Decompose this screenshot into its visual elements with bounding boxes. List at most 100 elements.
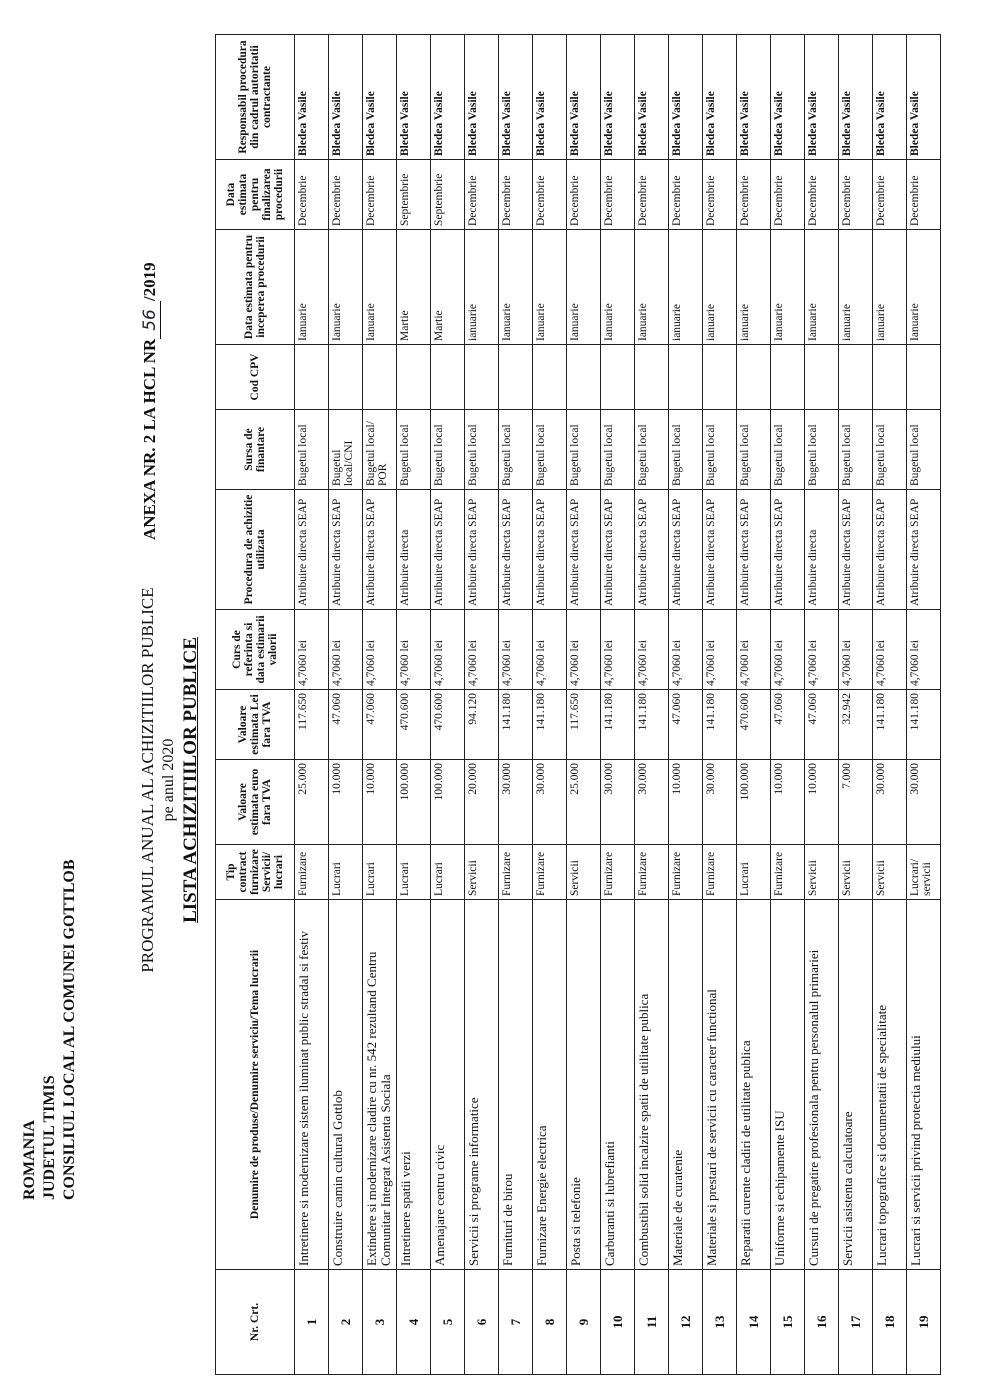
cell-empty <box>872 344 907 410</box>
cell-type: Lucrari <box>396 844 431 900</box>
cell-start: Ianuarie <box>600 229 635 345</box>
cell-rate: 4,7060 lei <box>566 609 601 690</box>
cell-end: Septembrie <box>396 159 431 230</box>
cell-start: Ianuarie <box>804 229 839 345</box>
cell-source: Bugetul local <box>396 409 431 490</box>
cell-type: Servicii <box>872 844 907 900</box>
cell-name: Materiale de curatenie <box>668 899 703 1270</box>
subtitle: pe anul 2020 <box>160 738 177 822</box>
cell-start: ianuarie <box>872 229 907 345</box>
cell-nr: 2 <box>328 1269 363 1375</box>
cell-nr: 18 <box>872 1269 907 1375</box>
cell-rate: 4,7060 lei <box>702 609 737 690</box>
cell-source: Bugetul local <box>804 409 839 490</box>
cell-rate: 4,7060 lei <box>498 609 533 690</box>
cell-source: Bugetul local/CNI <box>328 409 363 490</box>
cell-rate: 4,7060 lei <box>430 609 465 690</box>
council: CONSILIUL LOCAL AL COMUNEI GOTTLOB <box>61 859 78 1200</box>
cell-end: Septembrie <box>430 159 465 230</box>
cell-lei: 47.060 <box>804 689 839 760</box>
table-row: 5 Amenajare centru civic Lucrari 100.000 470… <box>430 34 465 1375</box>
cell-eur: 10.000 <box>804 759 839 845</box>
cell-end: Decembrie <box>804 159 839 230</box>
table-row: 18 Lucrari topografice si documentatii de… <box>872 34 907 1375</box>
column-header: Valoare estimata Lei fara TVA <box>215 689 295 760</box>
cell-source: Bugetul local <box>294 409 329 490</box>
cell-end: Decembrie <box>770 159 805 230</box>
cell-lei: 117.650 <box>566 689 601 760</box>
cell-empty <box>430 344 465 410</box>
cell-source: Bugetul local <box>532 409 567 490</box>
cell-nr: 9 <box>566 1269 601 1375</box>
cell-procedure: Atribuire directa SEAP <box>498 489 533 610</box>
cell-end: Decembrie <box>566 159 601 230</box>
cell-empty <box>736 344 771 410</box>
cell-end: Decembrie <box>464 159 499 230</box>
cell-source: Bugetul local <box>872 409 907 490</box>
cell-start: Martie <box>396 229 431 345</box>
cell-empty <box>294 344 329 410</box>
cell-nr: 19 <box>906 1269 941 1375</box>
cell-rate: 4,7060 lei <box>532 609 567 690</box>
cell-eur: 10.000 <box>668 759 703 845</box>
cell-lei: 141.180 <box>600 689 635 760</box>
cell-rate: 4,7060 lei <box>328 609 363 690</box>
cell-empty <box>600 344 635 410</box>
cell-procedure: Atribuire directa SEAP <box>532 489 567 610</box>
cell-name: Materiale si prestari de servicii cu car… <box>702 899 737 1270</box>
cell-nr: 17 <box>838 1269 873 1375</box>
cell-name: Amenajare centru civic <box>430 899 465 1270</box>
cell-eur: 100.000 <box>736 759 771 845</box>
cell-type: Servicii <box>566 844 601 900</box>
cell-empty <box>464 344 499 410</box>
cell-rate: 4,7060 lei <box>362 609 397 690</box>
cell-procedure: Atribuire directa <box>396 489 431 610</box>
cell-nr: 4 <box>396 1269 431 1375</box>
table-row: 19 Lucrari si servicii privind protectia … <box>906 34 941 1375</box>
table-row: 16 Cursuri de pregatire profesionala pent… <box>804 34 839 1375</box>
cell-procedure: Atribuire directa SEAP <box>634 489 669 610</box>
cell-end: Decembrie <box>906 159 941 230</box>
cell-name: Cursuri de pregatire profesionala pentru… <box>804 899 839 1270</box>
cell-end: Decembrie <box>702 159 737 230</box>
annex-line: ANEXA NR. 2 LA HCL NR56/2019 <box>140 262 161 540</box>
cell-procedure: Atribuire directa SEAP <box>600 489 635 610</box>
table-row: 3 Extindere si modernizare cladire cu nr.… <box>362 34 397 1375</box>
cell-lei: 470.600 <box>430 689 465 760</box>
cell-lei: 141.180 <box>532 689 567 760</box>
list-title: LISTA ACHIZITIILOR PUBLICE <box>180 637 201 923</box>
table-row: 15 Uniforme si echipamente ISU Furnizare 10… <box>770 34 805 1375</box>
column-header: Sursa de finantare <box>215 409 295 490</box>
cell-lei: 117.650 <box>294 689 329 760</box>
cell-type: Lucrari/ servicii <box>906 844 941 900</box>
cell-source: Bugetul local <box>770 409 805 490</box>
cell-rate: 4,7060 lei <box>770 609 805 690</box>
cell-eur: 10.000 <box>328 759 363 845</box>
table-body: 1 Intretinere si modernizare sistem ilumi… <box>294 34 941 1375</box>
column-header: Tip contract furnizare Servicii/ lucrari <box>215 844 295 900</box>
table-row: 9 Posta si telefonie Servicii 25.000 117.650… <box>566 34 601 1375</box>
cell-empty <box>532 344 567 410</box>
cell-empty <box>634 344 669 410</box>
cell-lei: 141.180 <box>498 689 533 760</box>
cell-end: Decembrie <box>668 159 703 230</box>
column-header: Responsabil procedura din cadrul autorit… <box>215 34 295 160</box>
cell-procedure: Atribuire directa SEAP <box>328 489 363 610</box>
cell-lei: 141.180 <box>634 689 669 760</box>
cell-responsible: Bledea Vasile <box>430 34 465 160</box>
header-row: Nr. Crt. Denumire de produse/Denumire ser… <box>215 34 295 1375</box>
cell-eur: 10.000 <box>770 759 805 845</box>
cell-procedure: Atribuire directa SEAP <box>668 489 703 610</box>
cell-nr: 12 <box>668 1269 703 1375</box>
cell-empty <box>838 344 873 410</box>
cell-eur: 30.000 <box>872 759 907 845</box>
cell-lei: 47.060 <box>362 689 397 760</box>
table-row: 17 Servicii asistenta calculatoare Servici… <box>838 34 873 1375</box>
cell-empty <box>566 344 601 410</box>
cell-responsible: Bledea Vasile <box>872 34 907 160</box>
cell-lei: 141.180 <box>702 689 737 760</box>
cell-start: Ianuarie <box>634 229 669 345</box>
cell-start: ianuarie <box>668 229 703 345</box>
cell-start: Ianuarie <box>906 229 941 345</box>
